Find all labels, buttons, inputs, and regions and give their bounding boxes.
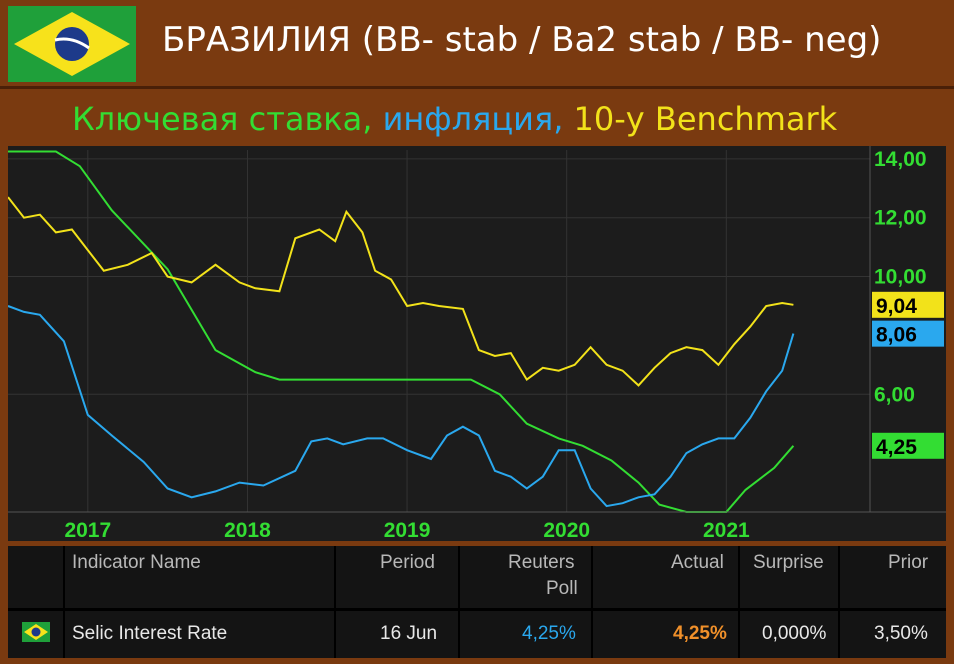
- end-label-box: [872, 432, 944, 459]
- row-actual: 4,25%: [673, 623, 727, 644]
- y-tick-label: 12,00: [874, 207, 927, 230]
- col-separator: [63, 546, 65, 658]
- header-actual: Actual: [671, 552, 724, 573]
- series-line: [7, 305, 795, 508]
- col-separator: [591, 546, 593, 658]
- x-tick-label: 2018: [224, 519, 271, 541]
- end-label: 8,06: [872, 320, 944, 347]
- subtitle-benchmark: 10-y Benchmark: [573, 100, 838, 138]
- x-axis: 2017 2018 2019 2020 2021: [8, 511, 946, 542]
- data-table: Indicator Name Period Reuters Poll Actua…: [8, 546, 946, 658]
- col-separator: [458, 546, 460, 658]
- y-tick-label: 14,00: [874, 148, 927, 171]
- end-label-box: [872, 291, 944, 318]
- end-label-text: 8,06: [876, 324, 917, 347]
- x-tick-label: 2017: [64, 519, 111, 541]
- x-tick-label: 2020: [543, 519, 590, 541]
- end-label-text: 4,25: [876, 436, 917, 459]
- header-period: Period: [380, 552, 435, 573]
- row-poll: 4,25%: [522, 623, 576, 644]
- col-separator: [334, 546, 336, 658]
- col-separator: [738, 546, 740, 658]
- chart-subtitle: Ключевая ставка, инфляция, 10-y Benchmar…: [72, 100, 837, 138]
- subtitle-key-rate: Ключевая ставка,: [72, 100, 373, 138]
- header-bar: БРАЗИЛИЯ (BB- stab / Ba2 stab / BB- neg): [0, 0, 954, 89]
- col-separator: [838, 546, 840, 658]
- row-surprise: 0,000%: [762, 623, 827, 644]
- y-axis: 14,00 12,00 10,00 6,00: [869, 146, 927, 512]
- header-surprise: Surprise: [753, 552, 824, 573]
- series-line: [8, 150, 795, 513]
- x-tick-label: 2021: [703, 519, 750, 541]
- chart-panel: 14,00 12,00 10,00 6,00 2017 2018 2019 2020 2021…: [7, 146, 946, 542]
- brazil-flag-icon: [22, 622, 50, 642]
- end-label-text: 9,04: [876, 295, 917, 318]
- line-chart: 14,00 12,00 10,00 6,00 2017 2018 2019 2020 2021…: [7, 146, 946, 542]
- row-separator: [8, 608, 946, 611]
- row-indicator-name[interactable]: Selic Interest Rate: [72, 623, 228, 644]
- row-prior: 3,50%: [874, 623, 928, 644]
- header-reuters: Reuters: [508, 552, 575, 573]
- header-indicator-name: Indicator Name: [72, 552, 201, 573]
- end-label: 4,25: [872, 432, 944, 459]
- y-tick-label: 6,00: [874, 383, 915, 406]
- end-label-box: [872, 320, 944, 347]
- end-labels: 4,25 8,06 9,04: [872, 291, 944, 459]
- page-title: БРАЗИЛИЯ (BB- stab / Ba2 stab / BB- neg): [162, 20, 882, 60]
- brazil-flag-icon: [8, 6, 136, 82]
- grid-lines: [8, 150, 870, 512]
- series-line: [7, 196, 794, 387]
- x-tick-label: 2019: [384, 519, 431, 541]
- y-tick-label: 10,00: [874, 266, 927, 289]
- subtitle-inflation: инфляция,: [382, 100, 564, 138]
- header-poll: Poll: [546, 578, 578, 599]
- header-prior: Prior: [888, 552, 929, 573]
- end-label: 9,04: [872, 291, 944, 318]
- series-group: [7, 150, 795, 513]
- row-period: 16 Jun: [380, 623, 438, 644]
